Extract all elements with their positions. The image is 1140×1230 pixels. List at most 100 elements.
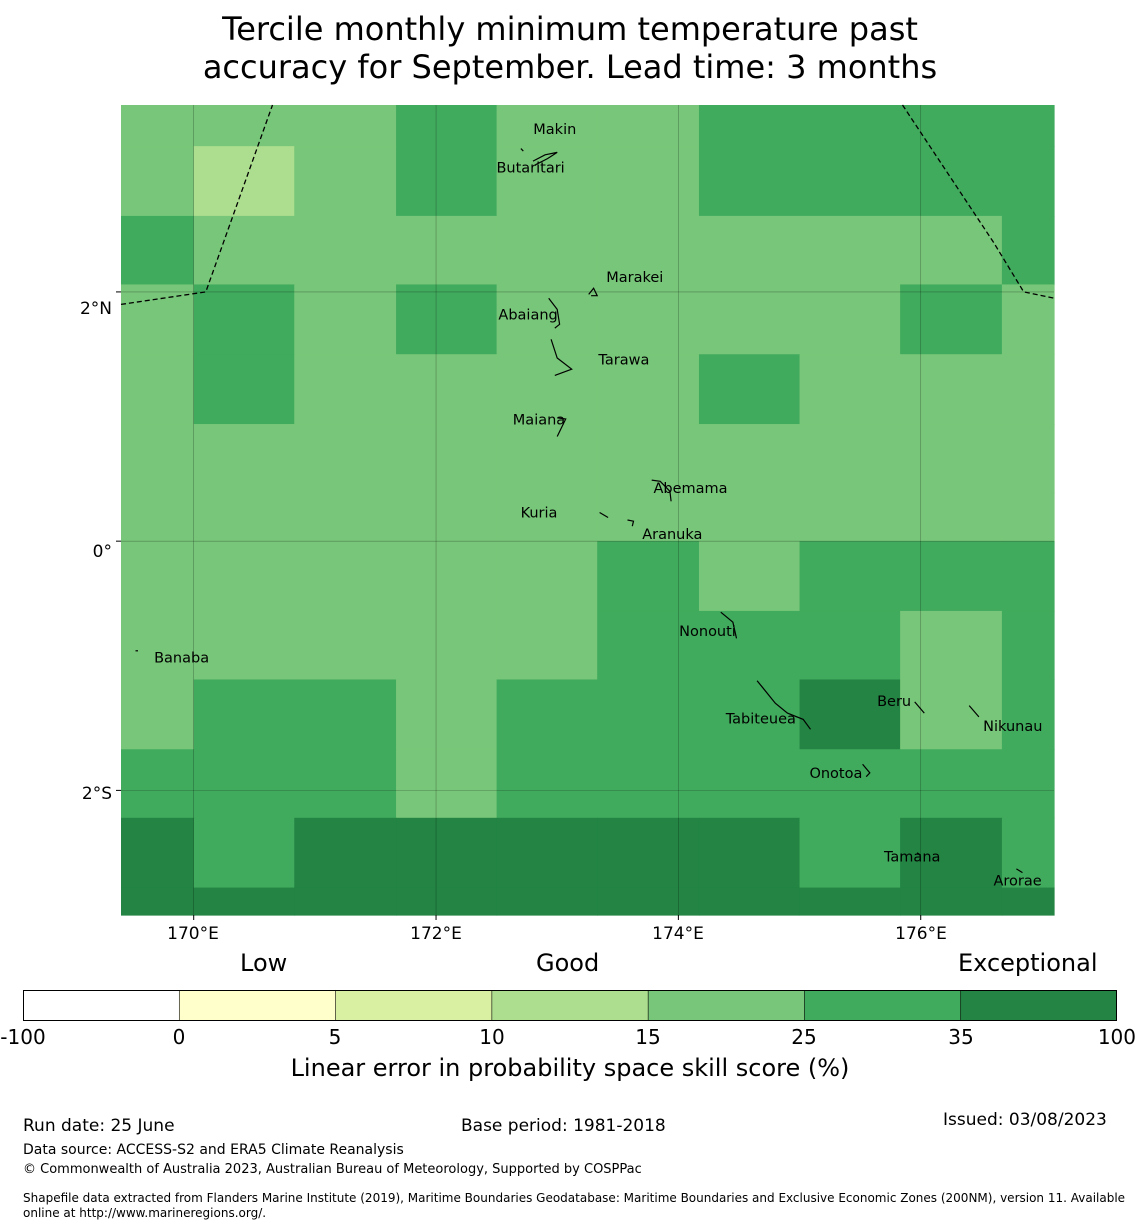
colorbar-tick-label: -100 <box>0 1025 46 1049</box>
skill-cell <box>900 215 1003 286</box>
skill-cell <box>193 492 295 542</box>
colorbar-swatch <box>491 990 649 1021</box>
island-outline-maiana <box>556 417 567 437</box>
colorbar-tick-label: 10 <box>479 1025 505 1049</box>
colorbar-swatches <box>23 990 1117 1021</box>
island-outline-abaiang <box>548 297 561 329</box>
skill-cell <box>496 492 598 542</box>
skill-cell <box>294 817 397 889</box>
skill-cell <box>799 887 901 916</box>
skill-cell <box>799 284 901 355</box>
skill-cell <box>597 492 700 542</box>
legend-category-exceptional: Exceptional <box>958 949 1098 977</box>
skill-cell <box>193 679 295 750</box>
base-period: Base period: 1981-2018 <box>461 1116 666 1136</box>
skill-cell <box>396 284 498 355</box>
skill-cell <box>900 749 1003 819</box>
colorbar-tick-label: 15 <box>635 1025 661 1049</box>
skill-cell <box>396 749 498 819</box>
island-outline-tamana <box>916 852 922 856</box>
eez-boundary-line <box>120 104 274 306</box>
skill-cell <box>799 424 901 494</box>
island-label-kuria: Kuria <box>521 506 558 522</box>
skill-cell <box>294 492 397 542</box>
skill-cell <box>121 146 195 217</box>
skill-cell <box>121 817 195 889</box>
data-source: Data source: ACCESS-S2 and ERA5 Climate … <box>23 1142 404 1158</box>
skill-cell <box>900 492 1003 542</box>
skill-cell <box>496 105 598 147</box>
skill-cell <box>698 817 801 889</box>
skill-cell <box>121 679 195 750</box>
shapefile-credit-line-1: Shapefile data extracted from Flanders M… <box>23 1191 1126 1205</box>
skill-cell <box>698 887 801 916</box>
island-label-butaritari: Butaritari <box>496 161 564 177</box>
skill-cell <box>799 105 901 147</box>
skill-cell <box>193 215 295 286</box>
y-tick-label-2n: 2°N <box>79 299 112 319</box>
skill-cell <box>496 215 598 286</box>
issued-date: Issued: 03/08/2023 <box>943 1110 1107 1130</box>
island-outline-makin <box>520 148 524 152</box>
skill-cell <box>799 492 901 542</box>
skill-cell <box>294 424 397 494</box>
skill-cell <box>496 887 598 916</box>
eez-boundary-line <box>901 104 1055 299</box>
island-outline-marakei <box>588 287 599 297</box>
island-label-tabiteuea: Tabiteuea <box>725 711 796 727</box>
skill-cell <box>900 146 1003 217</box>
skill-cell <box>193 610 295 681</box>
skill-cell <box>121 354 195 425</box>
skill-cell <box>121 541 195 612</box>
island-outline-nikunau <box>968 705 980 718</box>
skill-cell <box>396 354 498 425</box>
skill-cell <box>698 541 801 612</box>
title-line-1: Tercile monthly minimum temperature past <box>222 10 918 48</box>
skill-cell <box>121 215 195 286</box>
skill-cell <box>496 817 598 889</box>
skill-cell <box>294 146 397 217</box>
skill-cell <box>698 679 801 750</box>
legend-category-low: Low <box>240 949 288 977</box>
skill-cell <box>1001 749 1055 819</box>
skill-cell <box>193 354 295 425</box>
y-tick-label-0: 0° <box>92 542 112 562</box>
x-tick-label-176e: 176°E <box>895 924 947 944</box>
skill-cell <box>396 424 498 494</box>
skill-cell <box>1001 284 1055 355</box>
skill-cell <box>193 284 295 355</box>
island-layer: Makin Butaritari Marakei Abaiang Tarawa Maian… <box>135 122 1042 889</box>
title-line-2: accuracy for September. Lead time: 3 mon… <box>202 48 938 86</box>
skill-cell <box>597 424 700 494</box>
island-label-makin: Makin <box>533 122 576 138</box>
skill-cell <box>900 887 1003 916</box>
skill-cell <box>799 215 901 286</box>
skill-cell <box>698 284 801 355</box>
colorbar-swatch <box>335 990 493 1021</box>
skill-cell <box>1001 887 1055 916</box>
island-label-tamana: Tamana <box>883 850 940 866</box>
island-label-banaba: Banaba <box>154 650 209 666</box>
skill-cell <box>698 749 801 819</box>
skill-cell <box>1001 354 1055 425</box>
skill-cell <box>698 215 801 286</box>
colorbar-tick-label: 35 <box>948 1025 974 1049</box>
skill-cell <box>396 610 498 681</box>
skill-cell <box>1001 541 1055 612</box>
skill-cell <box>900 354 1003 425</box>
island-label-beru: Beru <box>877 694 911 710</box>
x-tick-label-172e: 172°E <box>410 924 462 944</box>
skill-cell <box>121 610 195 681</box>
skill-cell <box>121 492 195 542</box>
island-label-abaiang: Abaiang <box>498 308 557 324</box>
colorbar-swatch <box>647 990 806 1021</box>
skill-cell <box>698 492 801 542</box>
island-outline-tabiteuea <box>756 680 811 730</box>
skill-cell <box>799 541 901 612</box>
skill-cell <box>597 354 700 425</box>
skill-cell <box>496 541 598 612</box>
skill-cell <box>1001 679 1055 750</box>
skill-cell <box>900 105 1003 147</box>
skill-cell <box>193 817 295 889</box>
skill-cell <box>1001 105 1055 147</box>
